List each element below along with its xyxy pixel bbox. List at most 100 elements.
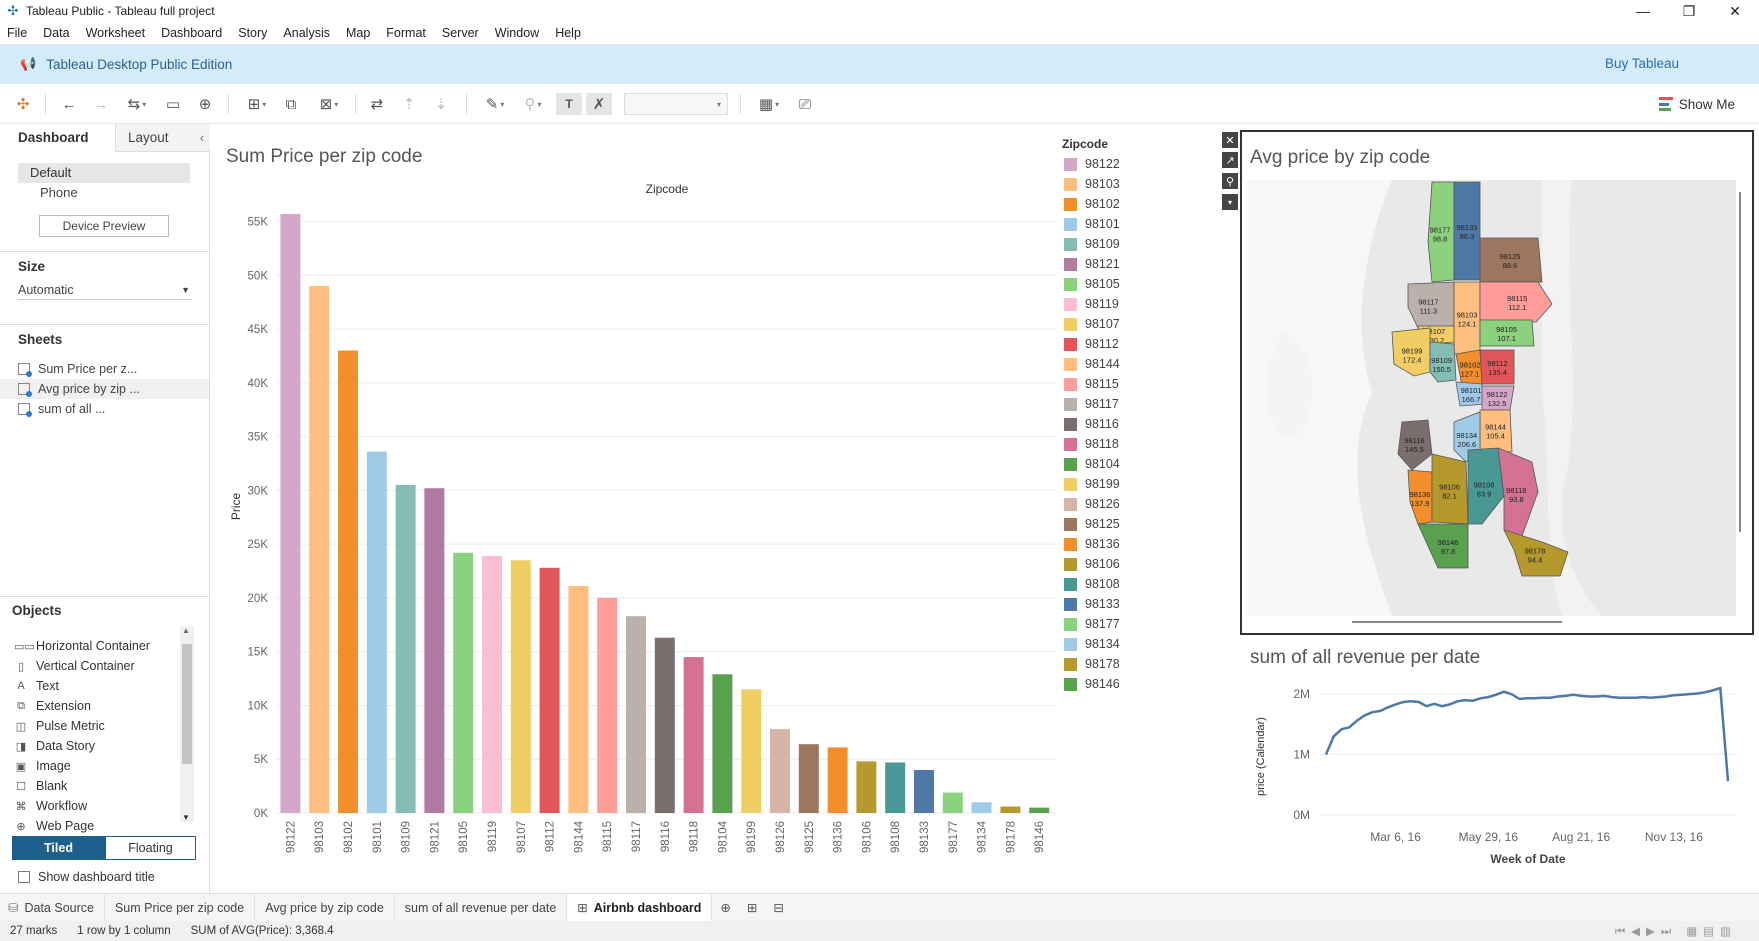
region-shape[interactable]	[1427, 181, 1455, 283]
region-shape[interactable]	[1407, 469, 1433, 525]
region-shape[interactable]	[1479, 319, 1535, 347]
legend-item-98133[interactable]: 98133	[1064, 595, 1120, 613]
bar-98126[interactable]	[770, 729, 790, 813]
legend-item-98106[interactable]: 98106	[1064, 555, 1120, 573]
show-title-checkbox[interactable]	[18, 871, 30, 883]
region-shape[interactable]	[1397, 419, 1433, 471]
object-data-story[interactable]: ◨ Data Story	[14, 736, 95, 756]
fix-axes-icon[interactable]: ✗	[586, 93, 612, 115]
bar-98178[interactable]	[1000, 806, 1021, 813]
menu-window[interactable]: Window	[494, 26, 540, 40]
maximize-button[interactable]: ❐	[1682, 2, 1696, 19]
legend-item-98116[interactable]: 98116	[1064, 415, 1119, 433]
object-workflow[interactable]: ⌘ Workflow	[14, 796, 88, 816]
sort-ascending-icon[interactable]: ⇡	[402, 96, 416, 113]
legend-item-98121[interactable]: 98121	[1064, 255, 1120, 273]
tab-avg-price-sheet[interactable]: Avg price by zip code	[255, 893, 395, 922]
bar-98106[interactable]	[856, 761, 877, 813]
device-default[interactable]: Default	[18, 163, 190, 183]
legend-item-98108[interactable]: 98108	[1064, 575, 1120, 593]
clear-sheet-icon[interactable]: ⊠ ▾	[319, 96, 339, 113]
sheet-item-sum-price[interactable]: Sum Price per z...	[18, 359, 208, 379]
legend-item-98117[interactable]: 98117	[1064, 395, 1119, 413]
object-pulse-metric[interactable]: ◫ Pulse Metric	[14, 716, 105, 736]
revenue-line[interactable]	[1324, 686, 1730, 782]
region-shape[interactable]	[1467, 447, 1505, 525]
scroll-up-icon[interactable]: ▲	[182, 626, 190, 635]
size-dropdown[interactable]: Automatic ▼	[18, 280, 192, 300]
legend-item-98146[interactable]: 98146	[1064, 675, 1120, 693]
show-labels-icon[interactable]: T	[556, 93, 582, 115]
presentation-mode-icon[interactable]: ⎚	[798, 95, 811, 113]
bar-98101[interactable]	[366, 451, 387, 813]
bar-98102[interactable]	[338, 350, 358, 813]
legend-item-98104[interactable]: 98104	[1064, 455, 1120, 473]
legend-item-98136[interactable]: 98136	[1064, 535, 1120, 553]
bar-98146[interactable]	[1029, 807, 1050, 813]
region-shape[interactable]	[1503, 529, 1569, 577]
bar-98177[interactable]	[942, 792, 963, 813]
undo-icon[interactable]: ←	[61, 95, 77, 113]
bar-98103[interactable]	[309, 286, 330, 813]
show-me-button[interactable]: Show Me	[1658, 93, 1735, 115]
region-shape[interactable]	[1391, 327, 1431, 377]
bar-98112[interactable]	[539, 567, 560, 813]
tab-sum-price-sheet[interactable]: Sum Price per zip code	[105, 893, 256, 922]
bar-98136[interactable]	[827, 747, 848, 813]
legend-item-98199[interactable]: 98199	[1064, 475, 1120, 493]
new-story-tab-icon[interactable]: ⊟	[773, 901, 784, 915]
tab-layout[interactable]: Layout ‹	[115, 124, 210, 152]
tab-revenue-sheet[interactable]: sum of all revenue per date	[395, 893, 568, 922]
swap-icon[interactable]: ⇄	[370, 96, 384, 113]
new-worksheet-tab-icon[interactable]: ⊕	[720, 901, 731, 915]
legend-item-98134[interactable]: 98134	[1064, 635, 1120, 653]
sheet-item-sum-revenue[interactable]: sum of all ...	[18, 399, 208, 419]
close-window-button[interactable]: ✕	[1729, 2, 1741, 19]
bar-98144[interactable]	[568, 586, 589, 813]
menu-help[interactable]: Help	[555, 26, 581, 40]
bar-98104[interactable]	[712, 674, 733, 813]
floating-button[interactable]: Floating	[105, 836, 196, 860]
open-sheet-icon[interactable]: ↗	[1222, 152, 1238, 168]
collapse-panel-icon[interactable]: ‹	[200, 130, 204, 145]
menu-file[interactable]: File	[7, 26, 28, 40]
legend-item-98119[interactable]: 98119	[1064, 295, 1119, 313]
menu-worksheet[interactable]: Worksheet	[85, 26, 146, 40]
legend-item-98122[interactable]: 98122	[1064, 155, 1120, 173]
map-vertical-scrollbar[interactable]	[1739, 192, 1741, 532]
legend-item-98178[interactable]: 98178	[1064, 655, 1120, 673]
show-cards-icon[interactable]: ▦ ▾	[758, 96, 780, 113]
bar-98119[interactable]	[482, 555, 502, 813]
bar-98105[interactable]	[453, 552, 474, 813]
bar-98116[interactable]	[654, 637, 675, 813]
region-shape[interactable]	[1429, 341, 1457, 383]
bar-98108[interactable]	[885, 762, 906, 813]
more-options-icon[interactable]: ▾	[1222, 194, 1238, 210]
object-web-page[interactable]: ⊕ Web Page	[14, 816, 94, 836]
bar-98117[interactable]	[626, 616, 646, 813]
group-icon[interactable]: ⚲ ▾	[524, 96, 542, 113]
object-extension[interactable]: ⧉ Extension	[14, 696, 91, 716]
scroll-down-icon[interactable]: ▼	[182, 813, 190, 822]
region-shape[interactable]	[1479, 281, 1553, 323]
tab-airbnb-dashboard[interactable]: ⊞ Airbnb dashboard	[567, 893, 713, 922]
objects-scrollbar[interactable]: ▲ ▼	[180, 626, 194, 822]
tiled-button[interactable]: Tiled	[12, 836, 105, 860]
save-icon[interactable]: ▭	[165, 96, 181, 113]
menu-story[interactable]: Story	[238, 26, 268, 40]
